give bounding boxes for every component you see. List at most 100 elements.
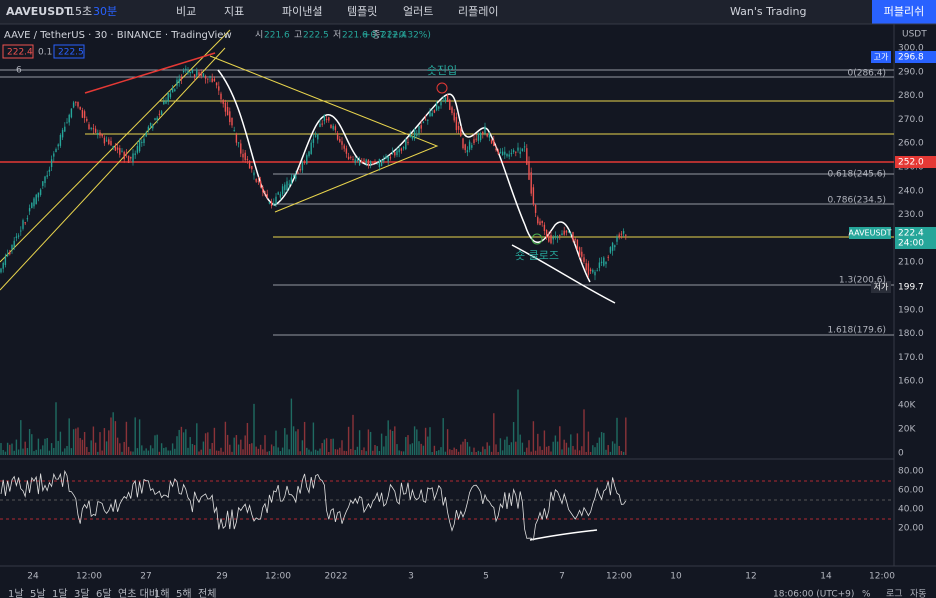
time-tick: 12:00 <box>265 572 291 582</box>
volume-bar <box>325 438 328 455</box>
range-button[interactable]: 1달 <box>52 588 68 598</box>
candle-body <box>37 192 40 198</box>
price-tag <box>895 227 936 249</box>
price-tag-value: 296.8 <box>898 53 924 63</box>
volume-bar <box>22 448 24 455</box>
price-tick: 230.0 <box>898 210 924 220</box>
interval[interactable]: 15초 <box>68 5 92 18</box>
range-button[interactable]: 전체 <box>198 588 216 598</box>
publish-label[interactable]: 퍼블리쉬 <box>884 5 924 18</box>
candle-body <box>268 202 271 204</box>
volume-bar <box>543 430 546 455</box>
ohlc-label: 종 <box>372 30 380 41</box>
candle-body <box>372 163 374 165</box>
volume-bar <box>620 451 623 455</box>
range-button[interactable]: 5해 <box>176 587 192 598</box>
scale-option[interactable]: % <box>862 590 871 598</box>
volume-bar <box>473 447 475 455</box>
candle-body <box>389 157 392 159</box>
ask: 222.5 <box>58 48 84 58</box>
volume-bar <box>548 445 550 455</box>
candle-body <box>589 269 592 272</box>
compare-button[interactable]: 비교 <box>176 5 196 18</box>
symbol[interactable]: AAVEUSDT <box>6 5 72 18</box>
candle-body <box>70 108 73 118</box>
volume-bar <box>88 451 90 455</box>
volume-bar <box>482 446 484 455</box>
volume-bar <box>191 443 194 455</box>
templates-button[interactable]: 템플릿 <box>347 5 377 18</box>
volume-bar <box>169 450 172 455</box>
volume-bar <box>427 436 429 455</box>
candle-body <box>475 138 477 140</box>
range-button[interactable]: 6달 <box>96 588 112 598</box>
candle-body <box>163 101 165 105</box>
alert-button[interactable]: 얼러트 <box>403 4 433 18</box>
volume-bar <box>86 446 88 455</box>
layout-name[interactable]: Wan's Trading <box>730 5 807 18</box>
scale-option[interactable]: 자동 <box>910 589 927 598</box>
clock: 18:06:00 (UTC+9) <box>773 590 854 598</box>
volume-bar <box>519 434 521 455</box>
candle-body <box>314 135 317 137</box>
range-button[interactable]: 1날 <box>8 588 24 598</box>
candle-body <box>512 150 515 153</box>
candle-body <box>257 180 260 182</box>
volume-bar <box>468 446 471 455</box>
volume-tick: 20K <box>898 425 916 435</box>
volume-bar <box>510 442 513 455</box>
candle-body <box>125 152 128 154</box>
indicators-button[interactable]: 지표 <box>224 5 244 18</box>
range-button[interactable]: 5날 <box>30 588 46 598</box>
volume-bar <box>422 445 425 455</box>
candle-body <box>435 102 438 111</box>
candle-body <box>495 148 497 150</box>
volume-bar <box>411 443 414 455</box>
price-tick: 210.0 <box>898 258 924 268</box>
volume-bar <box>90 440 92 455</box>
candle-body <box>594 271 596 276</box>
publish-button[interactable] <box>872 0 936 24</box>
candle-body <box>105 140 108 142</box>
volume-bar <box>497 451 499 455</box>
candle-body <box>607 256 609 258</box>
time-tick: 5 <box>483 572 489 582</box>
financials-button[interactable]: 파이낸셜 <box>282 5 322 18</box>
candle-body <box>396 150 398 156</box>
candle-body <box>39 189 42 195</box>
candle-body <box>20 230 22 232</box>
interval[interactable]: 30분 <box>93 5 117 18</box>
candle-body <box>407 142 409 144</box>
candle-body <box>616 236 618 242</box>
replay-button[interactable]: 리플레이 <box>458 5 498 18</box>
candle-body <box>143 138 145 144</box>
candle-body <box>57 144 59 147</box>
volume-bar <box>46 438 48 455</box>
volume-bar <box>554 435 557 455</box>
range-button[interactable]: 3달 <box>74 588 90 598</box>
volume-bar <box>618 445 620 455</box>
volume-bar <box>53 447 55 455</box>
candle-body <box>484 126 486 134</box>
volume-bar <box>57 440 59 455</box>
candle-body <box>127 155 130 163</box>
price-tick: 160.0 <box>898 377 924 387</box>
volume-bar <box>303 421 306 455</box>
scale-option[interactable]: 로그 <box>886 590 903 598</box>
volume-bar <box>389 429 392 455</box>
rsi-curve <box>529 529 598 541</box>
candle-body <box>48 169 51 172</box>
volume-bar <box>530 451 532 455</box>
range-button[interactable]: 1해 <box>154 587 170 598</box>
volume-bar <box>405 437 407 455</box>
candle-body <box>319 123 321 128</box>
candle-body <box>457 125 460 130</box>
candle-body <box>380 159 383 167</box>
volume-bar <box>143 450 145 455</box>
volume-bar <box>592 445 594 455</box>
volume-bar <box>616 417 618 455</box>
candle-body <box>345 148 348 154</box>
volume-bar <box>154 435 156 455</box>
ohlc-value: 222.4 <box>381 31 407 41</box>
range-button[interactable]: 연초 대비 <box>118 588 158 598</box>
